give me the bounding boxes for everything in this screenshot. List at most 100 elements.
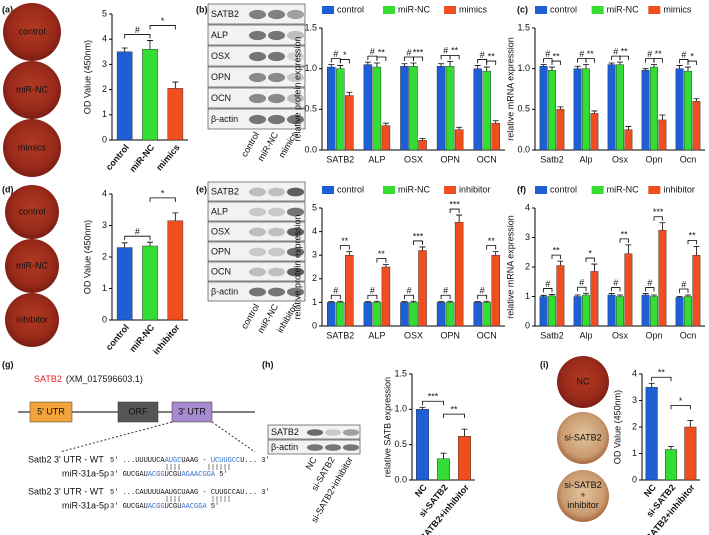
bar — [458, 435, 472, 481]
error-bar — [474, 301, 481, 303]
legend-swatch — [535, 186, 547, 194]
y-tick-label: 4 — [525, 202, 530, 212]
well-label: si-SATB2 + inhibitor — [564, 480, 601, 510]
x-tick-label: ALP — [368, 154, 385, 164]
significance-bracket — [422, 400, 444, 406]
significance-label: * — [588, 248, 592, 258]
error-bar — [346, 251, 353, 256]
y-tick-label: 0.0 — [517, 144, 530, 154]
bar — [692, 100, 701, 151]
error-bar — [474, 65, 481, 69]
significance-label: ** — [378, 47, 386, 57]
y-tick-label: 3 — [632, 395, 637, 405]
blot-band — [286, 227, 305, 237]
significance-label: ** — [488, 51, 496, 61]
well-label: inhibitor — [16, 314, 48, 324]
y-tick-label: 0.0 — [394, 474, 407, 484]
error-bar — [693, 98, 700, 102]
bar — [491, 254, 500, 327]
significance-label: *** — [653, 207, 664, 217]
bar — [372, 66, 382, 151]
y-tick-label: 1.5 — [394, 368, 407, 378]
bar — [436, 302, 446, 327]
x-tick-label: NC — [413, 482, 429, 499]
blot-band — [267, 247, 286, 257]
error-bar — [447, 60, 454, 67]
error-bar — [483, 300, 490, 303]
significance-bracket — [149, 25, 176, 30]
blot-band — [248, 207, 267, 217]
significance-bracket — [486, 245, 497, 250]
x-tick-label: Ocn — [680, 330, 697, 340]
significance-label: ** — [587, 49, 595, 59]
blot-band — [286, 267, 305, 277]
well-label: miR-NC — [16, 260, 48, 270]
significance-label: # — [579, 278, 584, 288]
y-tick-label: 0 — [525, 320, 530, 330]
bar — [607, 64, 616, 151]
bar — [167, 88, 184, 141]
x-tick-label: SATB2 — [326, 330, 354, 340]
y-tick-label: 0 — [102, 134, 107, 144]
error-bar — [668, 445, 674, 450]
well-label-line: + — [580, 490, 585, 500]
bar — [665, 449, 678, 481]
error-bar — [121, 242, 128, 248]
significance-label: # — [406, 47, 411, 57]
error-bar — [625, 244, 632, 254]
panel-label: (e) — [196, 184, 207, 194]
well-label: miR-NC — [16, 84, 48, 94]
bar — [409, 302, 418, 327]
blot-band — [248, 267, 267, 277]
significance-label: # — [370, 47, 375, 57]
significance-bracket — [124, 235, 151, 241]
legend-swatch — [322, 186, 334, 194]
y-tick-label: 1 — [525, 291, 530, 301]
bar — [684, 426, 697, 481]
sequence-segment: AUGC — [165, 457, 182, 465]
legend-label: miR-NC — [398, 4, 430, 14]
significance-bracket — [449, 208, 460, 214]
error-bar — [574, 65, 581, 69]
x-tick-label: Satb2 — [540, 330, 564, 340]
significance-bracket — [449, 54, 460, 60]
bar — [381, 266, 391, 327]
significance-bracket — [679, 59, 689, 64]
bar — [616, 64, 624, 151]
sequence-segment: 3' GUCGAU — [110, 471, 148, 479]
y-axis-label: relative protein expression — [292, 36, 302, 141]
panel-label: (f) — [517, 184, 526, 194]
significance-bracket — [404, 294, 414, 300]
legend-swatch — [383, 6, 395, 14]
bar — [142, 245, 158, 321]
blot-lane-label: NC — [304, 455, 319, 472]
x-tick-label: Alp — [579, 330, 592, 340]
significance-label: ** — [621, 229, 629, 239]
panel-label: (g) — [2, 359, 14, 369]
blot-band — [286, 51, 305, 62]
panel-label: (c) — [517, 4, 528, 14]
y-axis-label: OD Value (450nm) — [82, 40, 92, 114]
significance-bracket — [404, 56, 414, 61]
alignment-label: Satb2 3' UTR - WT — [28, 454, 104, 464]
bar — [641, 294, 650, 327]
bar — [539, 66, 548, 151]
significance-bracket — [645, 287, 655, 292]
well-label: si-SATB2 — [564, 432, 601, 442]
zoom-lines — [59, 421, 256, 453]
significance-label: # — [135, 25, 140, 35]
significance-label: # — [333, 286, 338, 296]
significance-bracket — [477, 294, 488, 300]
bar — [363, 302, 373, 327]
significance-bracket — [376, 258, 387, 263]
y-tick-label: 3 — [102, 220, 107, 230]
bar — [482, 302, 491, 327]
y-tick-label: 2 — [525, 261, 530, 271]
blot-band — [286, 114, 305, 125]
bar — [539, 296, 548, 327]
significance-bracket — [413, 240, 423, 245]
error-bar — [608, 293, 615, 296]
gene-region-label: 5' UTR — [37, 406, 65, 416]
significance-bracket — [486, 60, 497, 66]
legend-label: miR-NC — [607, 4, 639, 14]
